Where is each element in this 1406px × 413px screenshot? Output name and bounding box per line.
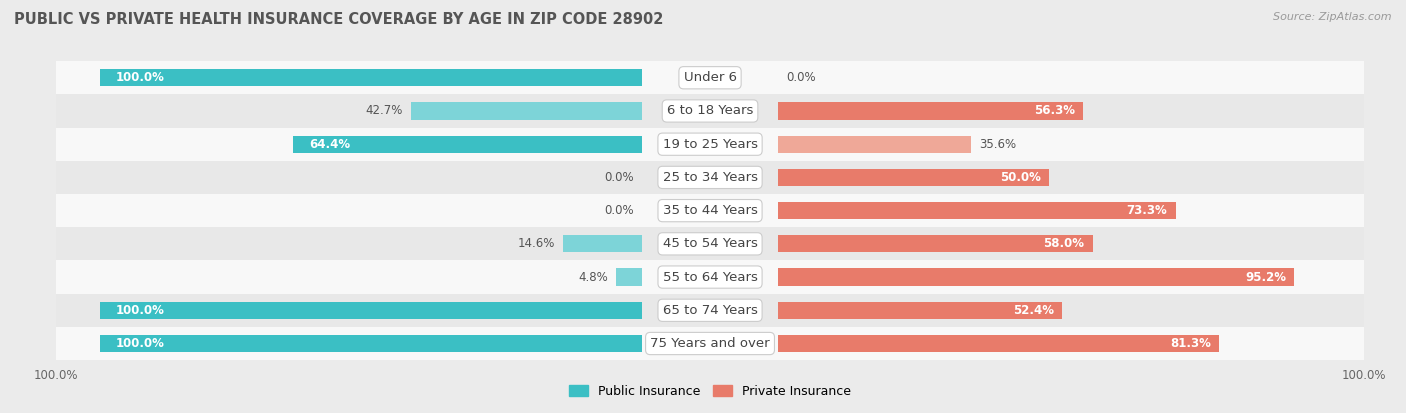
Bar [778,202,1175,219]
Text: PUBLIC VS PRIVATE HEALTH INSURANCE COVERAGE BY AGE IN ZIP CODE 28902: PUBLIC VS PRIVATE HEALTH INSURANCE COVER… [14,12,664,27]
Text: 100.0%: 100.0% [115,304,165,317]
Text: 4.8%: 4.8% [578,271,607,284]
Bar [18,327,1402,360]
Bar [411,102,643,120]
Bar [100,301,643,319]
Bar [778,301,1062,319]
Bar [778,102,1083,120]
Bar [562,235,643,252]
Legend: Public Insurance, Private Insurance: Public Insurance, Private Insurance [564,380,856,403]
Bar [778,235,1092,252]
Text: 42.7%: 42.7% [366,104,402,117]
Text: Under 6: Under 6 [683,71,737,84]
Bar [778,335,1219,352]
Text: 35.6%: 35.6% [979,138,1017,151]
Text: 0.0%: 0.0% [605,171,634,184]
Text: 73.3%: 73.3% [1126,204,1167,217]
Text: 65 to 74 Years: 65 to 74 Years [662,304,758,317]
Text: 14.6%: 14.6% [517,237,555,250]
Bar [18,161,1402,194]
Bar [778,268,1295,286]
Bar [778,135,972,153]
Text: 6 to 18 Years: 6 to 18 Years [666,104,754,117]
Bar [292,135,643,153]
Text: 25 to 34 Years: 25 to 34 Years [662,171,758,184]
Text: 100.0%: 100.0% [115,71,165,84]
Text: 95.2%: 95.2% [1246,271,1286,284]
Bar [18,94,1402,128]
Text: Source: ZipAtlas.com: Source: ZipAtlas.com [1274,12,1392,22]
Bar [18,128,1402,161]
Text: 64.4%: 64.4% [309,138,350,151]
Text: 19 to 25 Years: 19 to 25 Years [662,138,758,151]
Text: 0.0%: 0.0% [786,71,815,84]
Text: 100.0%: 100.0% [115,337,165,350]
Bar [778,169,1049,186]
Text: 58.0%: 58.0% [1043,237,1084,250]
Bar [18,294,1402,327]
Bar [616,268,643,286]
Text: 45 to 54 Years: 45 to 54 Years [662,237,758,250]
Text: 55 to 64 Years: 55 to 64 Years [662,271,758,284]
Text: 50.0%: 50.0% [1000,171,1040,184]
Bar [18,61,1402,94]
Bar [100,69,643,86]
Bar [18,261,1402,294]
Text: 56.3%: 56.3% [1035,104,1076,117]
Bar [18,194,1402,227]
Bar [18,227,1402,261]
Text: 75 Years and over: 75 Years and over [650,337,770,350]
Text: 52.4%: 52.4% [1012,304,1054,317]
Text: 81.3%: 81.3% [1170,337,1211,350]
Text: 0.0%: 0.0% [605,204,634,217]
Text: 35 to 44 Years: 35 to 44 Years [662,204,758,217]
Bar [100,335,643,352]
